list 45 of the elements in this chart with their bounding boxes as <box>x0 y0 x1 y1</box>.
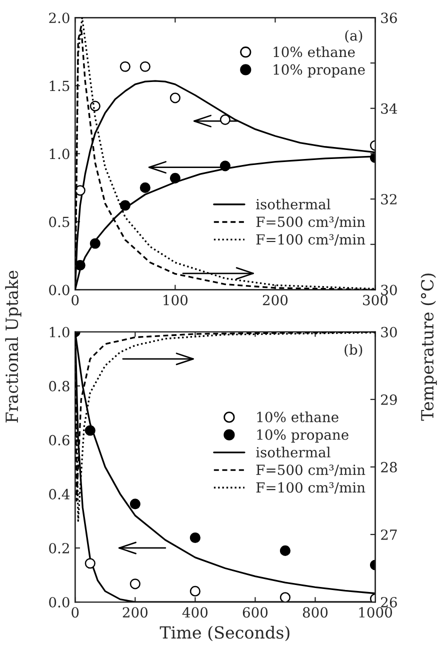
y2-tick-label: 30 <box>381 326 397 338</box>
legend-label: F=100 cm³/min <box>256 234 366 246</box>
y-tick-label: 0.8 <box>49 380 70 392</box>
legend-label: F=500 cm³/min <box>256 464 366 476</box>
y-tick-label: 0.0 <box>49 284 70 296</box>
y-tick-label: 1.5 <box>50 80 70 92</box>
x-tick-label: 600 <box>242 607 268 618</box>
x-axis-title: Time (Seconds) <box>160 626 290 642</box>
y2-axis-title: Temperature (°C) <box>420 274 437 421</box>
y-tick-label: 0.4 <box>49 488 70 500</box>
x-tick-label: 200 <box>262 294 288 306</box>
legend-label: 10% ethane <box>257 412 338 422</box>
y2-tick-label: 34 <box>381 103 398 114</box>
x-tick-label: 0 <box>72 607 79 618</box>
y-axis-title: Fractional Uptake <box>5 270 22 422</box>
y2-tick-label: 36 <box>381 12 397 24</box>
legend-label: 10% propane <box>274 64 365 78</box>
x-tick-label: 800 <box>302 607 328 618</box>
legend-label: F=100 cm³/min <box>256 482 366 494</box>
legend-label: isothermal <box>256 198 330 210</box>
y2-tick-label: 26 <box>381 596 397 608</box>
x-tick-label: 300 <box>363 294 388 306</box>
legend-label: 10% ethane <box>274 46 355 58</box>
y2-tick-label: 30 <box>381 284 397 296</box>
y-tick-label: 0.5 <box>49 216 70 228</box>
y2-tick-label: 28 <box>381 462 397 472</box>
y-tick-label: 0.2 <box>49 542 69 554</box>
y-tick-label: 1.0 <box>50 326 70 338</box>
legend-label: isothermal <box>256 446 330 458</box>
y2-tick-label: 29 <box>381 394 397 405</box>
annotation: (a) <box>345 30 362 43</box>
y-tick-label: 2.0 <box>49 12 70 24</box>
legend-label: F=500 cm³/min <box>256 216 366 228</box>
legend-label: 10% propane <box>257 429 348 443</box>
x-tick-label: 400 <box>182 607 208 618</box>
x-tick-label: 0 <box>72 294 79 306</box>
y-tick-label: 0.0 <box>49 596 70 608</box>
x-tick-label: 100 <box>164 294 188 306</box>
y-tick-label: 0.6 <box>49 434 70 446</box>
x-tick-label: 200 <box>122 607 148 618</box>
y2-tick-label: 32 <box>381 194 396 205</box>
x-tick-label: 1000 <box>359 607 392 618</box>
y-tick-label: 1.0 <box>50 148 70 160</box>
y2-tick-label: 27 <box>381 529 397 540</box>
annotation: (b) <box>344 344 362 357</box>
